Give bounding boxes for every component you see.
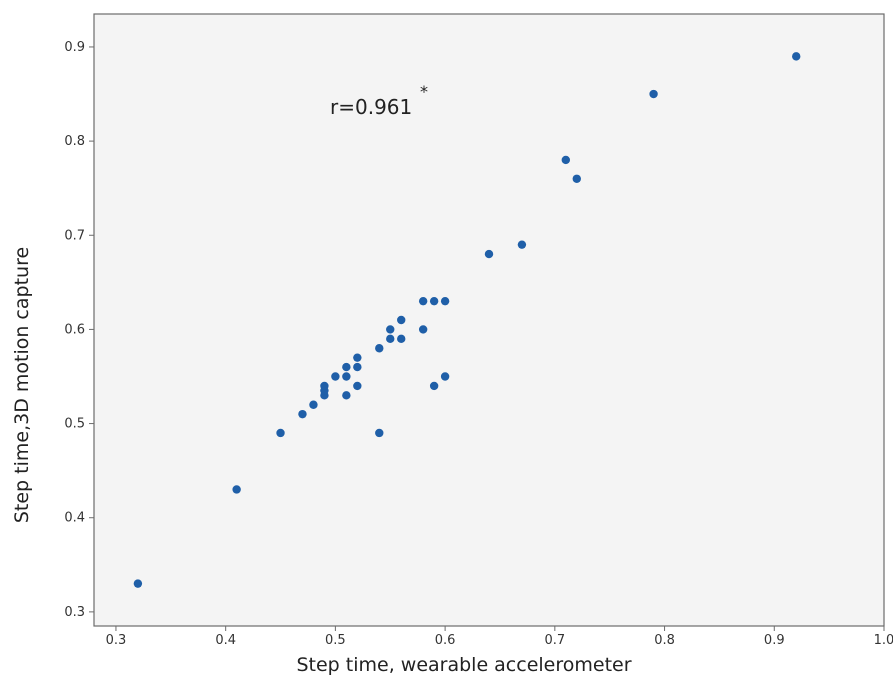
scatter-point xyxy=(386,334,395,344)
scatter-point xyxy=(440,296,450,306)
plot-area xyxy=(93,13,885,627)
scatter-point xyxy=(375,428,384,438)
x-tick-label: 0.4 xyxy=(215,633,236,648)
scatter-point xyxy=(320,381,329,391)
scatter-point xyxy=(353,362,362,372)
scatter-point xyxy=(418,296,428,306)
x-tick-label: 0.3 xyxy=(106,633,127,648)
x-tick-label: 0.6 xyxy=(435,633,456,648)
scatter-point xyxy=(572,174,581,183)
scatter-point xyxy=(440,372,450,381)
y-axis-title: Step time,3D motion capture xyxy=(11,247,33,523)
data-points xyxy=(133,52,801,588)
scatter-point xyxy=(429,381,439,391)
scatter-point xyxy=(342,372,351,381)
x-axis: 0.3 0.4 0.5 0.6 0.7 0.8 0.9 1.0 xyxy=(106,626,893,648)
scatter-point xyxy=(792,52,801,61)
scatter-point xyxy=(298,409,307,419)
scatter-point xyxy=(276,428,285,438)
scatter-point xyxy=(386,325,395,334)
y-tick-label: 0.6 xyxy=(64,322,85,337)
y-tick-label: 0.3 xyxy=(64,605,85,620)
scatter-point xyxy=(397,315,406,325)
y-tick-label: 0.4 xyxy=(64,511,85,526)
x-tick-label: 0.9 xyxy=(764,633,785,648)
x-tick-label: 0.5 xyxy=(325,633,346,648)
scatter-point xyxy=(418,325,428,334)
scatter-point xyxy=(429,296,439,306)
x-tick-label: 1.0 xyxy=(874,633,893,648)
scatter-point xyxy=(232,485,241,494)
scatter-point xyxy=(342,362,351,372)
scatter-point xyxy=(484,249,494,259)
y-tick-label: 0.9 xyxy=(64,40,85,55)
scatter-point xyxy=(133,579,143,588)
y-tick-label: 0.7 xyxy=(64,228,85,243)
significance-star: * xyxy=(420,82,428,101)
y-tick-label: 0.8 xyxy=(64,134,85,149)
x-tick-label: 0.8 xyxy=(654,633,675,648)
correlation-annotation: r=0.961 xyxy=(330,95,412,119)
scatter-point xyxy=(375,344,384,353)
scatter-point xyxy=(353,381,362,391)
y-tick-label: 0.5 xyxy=(64,417,85,432)
y-axis: 0.3 0.4 0.5 0.6 0.7 0.8 0.9 xyxy=(64,40,94,620)
scatter-point xyxy=(342,391,351,400)
scatter-point xyxy=(331,372,340,381)
x-tick-label: 0.7 xyxy=(544,633,565,648)
scatter-point xyxy=(649,89,658,99)
scatter-point xyxy=(517,240,527,249)
scatter-point xyxy=(309,400,318,409)
scatter-point xyxy=(353,353,362,362)
x-axis-title: Step time, wearable accelerometer xyxy=(296,654,631,676)
scatter-point xyxy=(561,155,571,165)
scatter-point xyxy=(397,334,406,344)
